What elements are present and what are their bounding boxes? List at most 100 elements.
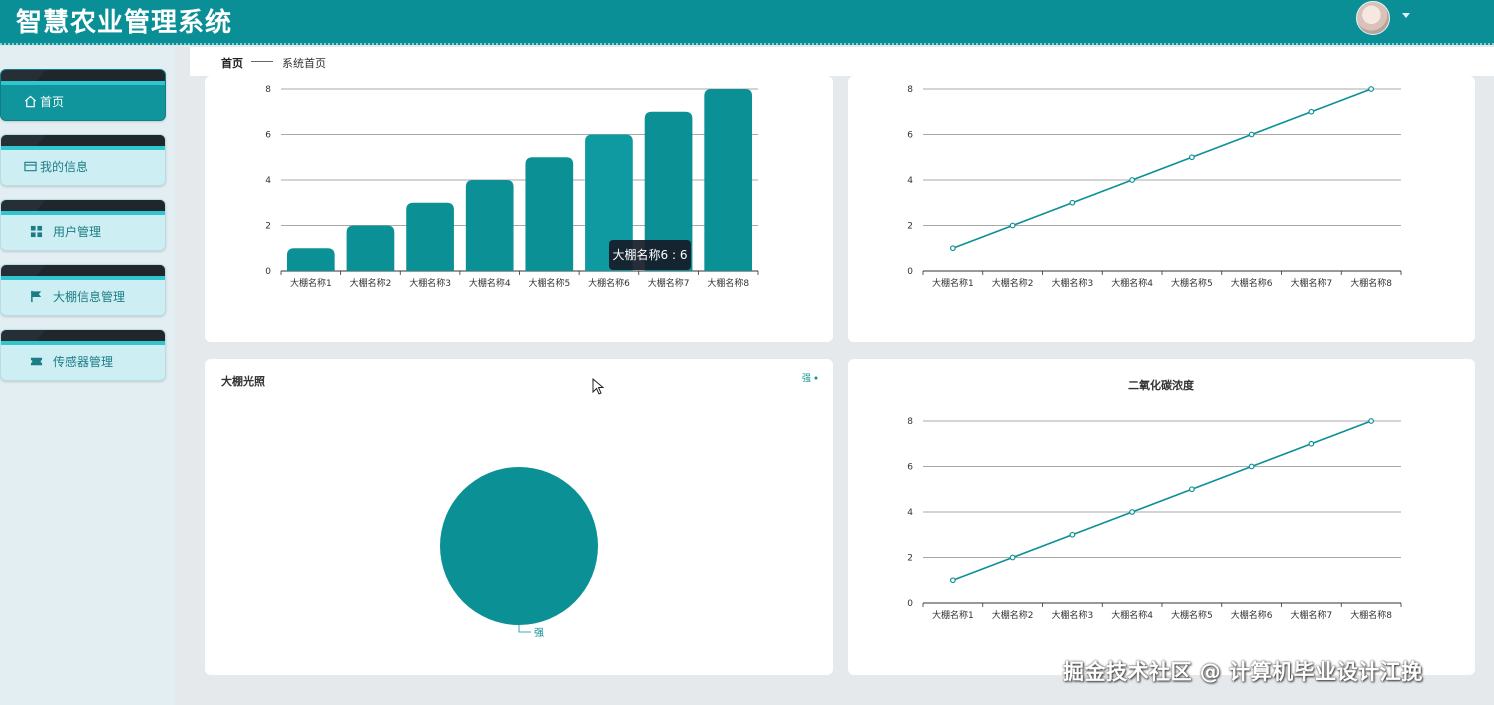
- bar: [465, 180, 514, 271]
- x-tick-label: 大棚名称5: [528, 277, 570, 289]
- bar: [406, 202, 454, 271]
- x-tick-label: 大棚名称3: [1052, 609, 1094, 621]
- y-tick-label: 6: [907, 131, 913, 141]
- top-header: 智慧农业管理系统: [0, 0, 1494, 45]
- data-point: [1129, 177, 1136, 183]
- pie-slice: [440, 467, 598, 625]
- series-line: [952, 88, 1372, 249]
- data-point: [949, 577, 956, 584]
- sidebar-item-label: 我的信息: [40, 160, 89, 174]
- x-tick-label: 大棚名称3: [1052, 277, 1094, 289]
- line-chart-panel: 0 2 4 6 8 大棚名称1 大棚名称2 大棚名称3 大棚名称4 大棚名称5 大棚名称6 大棚名称7…: [848, 76, 1475, 342]
- y-tick-label: 8: [907, 85, 913, 95]
- bar-chart-panel: 0 2 4 6 8 大棚名称1 大棚名称2 大棚名称3 大棚名称4 大棚名称5 大棚名称6 大棚名称7…: [205, 76, 833, 342]
- y-tick-label: 6: [907, 463, 913, 473]
- home-icon: [24, 95, 37, 108]
- data-point: [1308, 440, 1315, 447]
- sidebar-item-label: 大棚信息管理: [53, 290, 126, 304]
- x-tick-label: 大棚名称6: [1231, 609, 1273, 621]
- y-tick-label: 4: [907, 176, 913, 186]
- x-tick-label: 大棚名称4: [1111, 609, 1153, 621]
- series-line: [952, 420, 1372, 581]
- watermark: 掘金技术社区 @ 计算机毕业设计江挽: [1063, 660, 1423, 684]
- sidebar-item-home[interactable]: 首页: [0, 69, 166, 121]
- light-pie-chart: 强强: [440, 373, 818, 639]
- x-tick-label: 大棚名称8: [707, 277, 749, 289]
- label-leader: [518, 625, 531, 633]
- y-tick-label: 0: [907, 599, 913, 609]
- panel-title: 大棚光照: [221, 375, 265, 388]
- x-tick-label: 大棚名称2: [992, 609, 1034, 621]
- y-tick-label: 8: [265, 85, 271, 95]
- co2-line-panel: 二氧化碳浓度 0 2 4 6 8 大棚名称1 大棚名称2 大棚名称3 大棚名称4 大棚名称5 大棚名…: [848, 359, 1475, 675]
- x-tick-label: 大棚名称7: [648, 277, 690, 289]
- panel-title: 二氧化碳浓度: [1128, 379, 1194, 392]
- data-point: [1129, 509, 1136, 515]
- sidebar-item-user-management[interactable]: 用户管理: [0, 199, 166, 251]
- bar: [704, 89, 753, 271]
- sidebar-item-label: 传感器管理: [53, 355, 114, 369]
- flag-icon: [31, 290, 42, 303]
- data-point: [1188, 154, 1195, 161]
- y-tick-label: 2: [907, 222, 913, 232]
- y-tick-label: 4: [265, 176, 271, 186]
- sidebar-item-greenhouse-management[interactable]: 大棚信息管理: [0, 264, 166, 316]
- bar: [346, 225, 395, 271]
- bar: [286, 248, 335, 271]
- bar-chart: 0 2 4 6 8 大棚名称1 大棚名称2 大棚名称3 大棚名称4 大棚名称5 大棚名称6 大棚名称7…: [265, 85, 759, 289]
- x-tick-label: 大棚名称8: [1350, 277, 1392, 289]
- user-avatar[interactable]: [1356, 1, 1390, 35]
- x-tick-label: 大棚名称1: [290, 277, 332, 289]
- ticket-icon: [30, 357, 43, 366]
- sidebar-item-my-info[interactable]: 我的信息: [0, 134, 166, 186]
- y-tick-label: 0: [907, 267, 913, 277]
- x-tick-label: 大棚名称6: [1231, 277, 1273, 289]
- data-point: [1368, 86, 1375, 92]
- x-tick-label: 大棚名称2: [350, 277, 392, 289]
- data-point: [1188, 486, 1195, 493]
- y-tick-label: 6: [265, 131, 271, 141]
- data-point: [1009, 554, 1016, 561]
- mouse-cursor-icon: [592, 378, 605, 395]
- pie-slice-label: 强: [534, 627, 544, 639]
- breadcrumb-separator: [251, 61, 273, 62]
- x-tick-label: 大棚名称4: [469, 277, 511, 289]
- x-tick-label: 大棚名称5: [1171, 609, 1213, 621]
- x-tick-label: 大棚名称1: [932, 277, 974, 289]
- legend-marker: [814, 376, 818, 380]
- x-tick-label: 大棚名称6: [588, 277, 630, 289]
- light-pie-panel: 大棚光照 强强: [205, 359, 833, 675]
- data-point: [1009, 222, 1016, 229]
- sidebar-item-label: 用户管理: [53, 225, 102, 239]
- x-tick-label: 大棚名称5: [1171, 277, 1213, 289]
- x-tick-label: 大棚名称3: [409, 277, 451, 289]
- sidebar: 首页 我的信息 用户管理 大棚信息管理 传感器管理: [0, 47, 175, 705]
- y-tick-label: 2: [265, 222, 271, 232]
- x-tick-label: 大棚名称4: [1111, 277, 1153, 289]
- breadcrumb-home[interactable]: 首页: [221, 57, 243, 70]
- x-tick-label: 大棚名称7: [1291, 609, 1333, 621]
- data-point: [1069, 199, 1076, 206]
- sidebar-item-label: 首页: [40, 95, 65, 109]
- chevron-down-icon[interactable]: [1402, 13, 1410, 18]
- bar: [644, 111, 693, 271]
- chart-tooltip: 大棚名称6 : 6: [609, 240, 691, 270]
- data-point: [1368, 418, 1375, 424]
- y-tick-label: 4: [907, 508, 913, 518]
- data-point: [949, 245, 956, 252]
- breadcrumb: 首页 系统首页: [190, 47, 1494, 76]
- grid-icon: [30, 225, 43, 238]
- x-tick-label: 大棚名称2: [992, 277, 1034, 289]
- x-tick-label: 大棚名称7: [1291, 277, 1333, 289]
- data-point: [1248, 131, 1255, 138]
- id-card-icon: [24, 161, 37, 172]
- breadcrumb-current: 系统首页: [282, 57, 326, 70]
- bar: [585, 134, 633, 271]
- bar: [525, 157, 574, 271]
- line-chart: 0 2 4 6 8 大棚名称1 大棚名称2 大棚名称3 大棚名称4 大棚名称5 大棚名称6 大棚名称7…: [907, 85, 1402, 289]
- y-tick-label: 8: [907, 417, 913, 427]
- sidebar-item-sensor-management[interactable]: 传感器管理: [0, 329, 166, 381]
- legend-label: 强: [802, 373, 811, 384]
- y-tick-label: 0: [265, 267, 271, 277]
- data-point: [1308, 108, 1315, 115]
